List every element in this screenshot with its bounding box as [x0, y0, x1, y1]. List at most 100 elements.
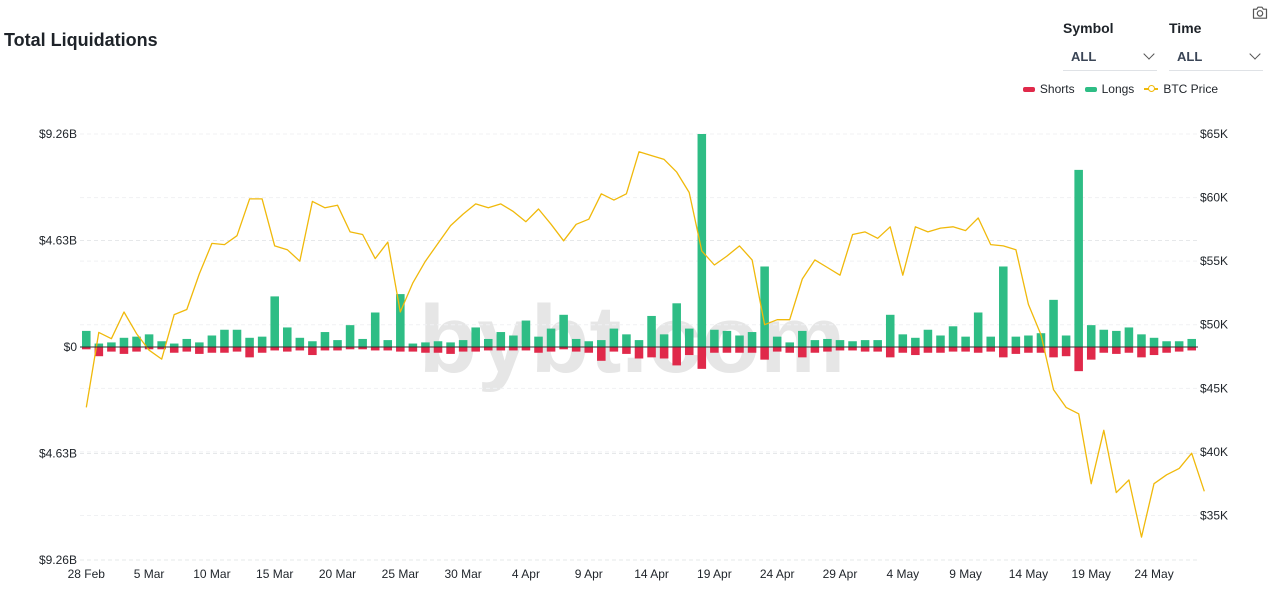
shorts-bar[interactable] — [534, 347, 543, 353]
shorts-bar[interactable] — [622, 347, 631, 354]
shorts-bar[interactable] — [295, 347, 305, 351]
shorts-bar[interactable] — [810, 347, 820, 353]
shorts-bar[interactable] — [132, 347, 141, 352]
longs-bar[interactable] — [370, 312, 380, 347]
shorts-bar[interactable] — [245, 347, 254, 358]
longs-bar[interactable] — [534, 336, 543, 347]
shorts-bar[interactable] — [370, 347, 380, 351]
shorts-bar[interactable] — [358, 347, 367, 350]
longs-bar[interactable] — [810, 340, 820, 347]
shorts-bar[interactable] — [496, 347, 506, 351]
longs-bar[interactable] — [396, 294, 405, 347]
longs-bar[interactable] — [597, 340, 606, 347]
longs-bar[interactable] — [383, 340, 393, 347]
shorts-bar[interactable] — [383, 347, 393, 351]
longs-bar[interactable] — [257, 336, 267, 347]
longs-bar[interactable] — [911, 337, 920, 347]
longs-bar[interactable] — [923, 329, 933, 347]
longs-bar[interactable] — [1162, 341, 1171, 347]
shorts-bar[interactable] — [546, 347, 556, 352]
longs-bar[interactable] — [132, 336, 141, 347]
longs-bar[interactable] — [672, 303, 681, 347]
longs-bar[interactable] — [835, 340, 845, 347]
longs-bar[interactable] — [546, 328, 556, 347]
longs-bar[interactable] — [433, 341, 443, 347]
longs-bar[interactable] — [571, 338, 581, 347]
longs-bar[interactable] — [295, 337, 305, 347]
shorts-bar[interactable] — [923, 347, 933, 353]
shorts-bar[interactable] — [873, 347, 882, 352]
longs-bar[interactable] — [245, 337, 254, 347]
shorts-bar[interactable] — [848, 347, 857, 351]
longs-bar[interactable] — [144, 334, 154, 347]
shorts-bar[interactable] — [722, 347, 732, 353]
shorts-bar[interactable] — [320, 347, 330, 351]
shorts-bar[interactable] — [282, 347, 292, 352]
longs-bar[interactable] — [710, 329, 719, 347]
longs-bar[interactable] — [107, 342, 116, 347]
longs-bar[interactable] — [999, 266, 1008, 347]
shorts-bar[interactable] — [169, 347, 179, 353]
shorts-bar[interactable] — [471, 347, 480, 352]
longs-bar[interactable] — [885, 314, 895, 347]
legend-item-shorts[interactable]: Shorts — [1022, 82, 1075, 96]
longs-bar[interactable] — [320, 332, 330, 347]
shorts-bar[interactable] — [1074, 347, 1083, 372]
longs-bar[interactable] — [647, 315, 656, 347]
longs-bar[interactable] — [961, 336, 970, 347]
longs-bar[interactable] — [308, 341, 317, 347]
longs-bar[interactable] — [483, 338, 493, 347]
shorts-bar[interactable] — [257, 347, 267, 353]
shorts-bar[interactable] — [634, 347, 644, 359]
longs-bar[interactable] — [496, 332, 506, 347]
longs-bar[interactable] — [446, 342, 455, 347]
shorts-bar[interactable] — [396, 347, 405, 352]
longs-bar[interactable] — [1099, 329, 1109, 347]
shorts-bar[interactable] — [1011, 347, 1021, 354]
shorts-bar[interactable] — [270, 347, 279, 351]
shorts-bar[interactable] — [408, 347, 418, 352]
shorts-bar[interactable] — [659, 347, 669, 359]
longs-bar[interactable] — [973, 312, 983, 347]
shorts-bar[interactable] — [571, 347, 581, 352]
longs-bar[interactable] — [798, 330, 807, 347]
shorts-bar[interactable] — [119, 347, 129, 354]
longs-bar[interactable] — [986, 336, 996, 347]
shorts-bar[interactable] — [672, 347, 681, 366]
longs-bar[interactable] — [207, 335, 217, 347]
longs-bar[interactable] — [1112, 330, 1121, 347]
longs-bar[interactable] — [232, 329, 242, 347]
shorts-bar[interactable] — [1036, 347, 1046, 353]
shorts-bar[interactable] — [94, 347, 104, 357]
shorts-bar[interactable] — [760, 347, 769, 360]
shorts-bar[interactable] — [735, 347, 744, 353]
shorts-bar[interactable] — [860, 347, 870, 352]
shorts-bar[interactable] — [220, 347, 229, 353]
symbol-select[interactable]: ALL — [1063, 42, 1157, 71]
shorts-bar[interactable] — [521, 347, 531, 351]
longs-bar[interactable] — [1086, 325, 1096, 347]
shorts-bar[interactable] — [798, 347, 807, 358]
shorts-bar[interactable] — [647, 347, 656, 358]
longs-bar[interactable] — [1024, 335, 1033, 347]
longs-bar[interactable] — [860, 340, 870, 347]
shorts-bar[interactable] — [458, 347, 468, 352]
shorts-bar[interactable] — [195, 347, 204, 354]
longs-bar[interactable] — [182, 338, 192, 347]
longs-bar[interactable] — [471, 327, 480, 347]
shorts-bar[interactable] — [107, 347, 116, 352]
longs-bar[interactable] — [119, 337, 129, 347]
shorts-bar[interactable] — [421, 347, 430, 353]
shorts-bar[interactable] — [1024, 347, 1033, 353]
shorts-bar[interactable] — [207, 347, 217, 353]
longs-bar[interactable] — [1137, 334, 1146, 347]
longs-bar[interactable] — [195, 342, 204, 347]
shorts-bar[interactable] — [609, 347, 619, 352]
longs-bar[interactable] — [1174, 341, 1184, 347]
shorts-bar[interactable] — [182, 347, 192, 352]
longs-bar[interactable] — [584, 341, 594, 347]
longs-bar[interactable] — [659, 334, 669, 347]
longs-bar[interactable] — [157, 341, 166, 347]
longs-bar[interactable] — [772, 336, 782, 347]
longs-bar[interactable] — [220, 329, 229, 347]
